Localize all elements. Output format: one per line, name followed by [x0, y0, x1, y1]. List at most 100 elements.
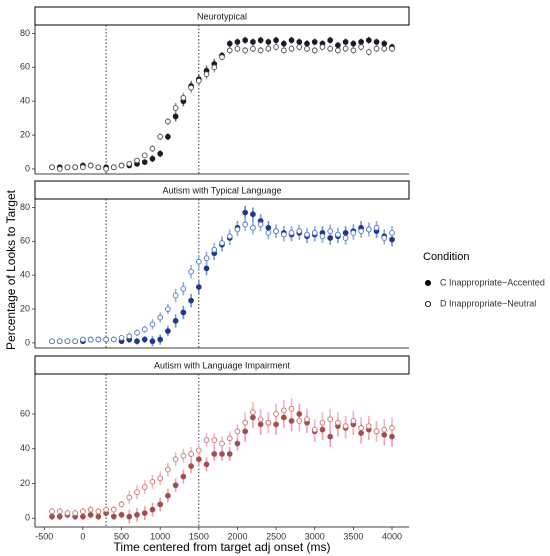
data-point	[126, 160, 133, 167]
data-point	[110, 513, 117, 520]
data-point	[358, 44, 364, 50]
data-point	[157, 133, 164, 140]
legend-marker	[424, 279, 432, 287]
data-point	[250, 211, 256, 218]
data-point	[141, 336, 148, 343]
data-point	[141, 326, 148, 333]
data-point	[250, 409, 256, 416]
data-point	[80, 513, 86, 520]
data-point	[373, 39, 380, 45]
data-point	[80, 336, 86, 343]
data-point	[219, 451, 225, 457]
data-point	[288, 405, 295, 412]
data-point	[134, 157, 140, 164]
data-point	[242, 209, 249, 216]
data-point	[242, 47, 249, 54]
data-point	[327, 45, 334, 52]
data-point	[134, 489, 140, 496]
data-point	[165, 492, 171, 499]
data-point	[180, 309, 187, 316]
data-point	[172, 318, 179, 324]
x-tick-label: 3000	[305, 531, 325, 541]
data-point	[389, 425, 395, 431]
data-point	[56, 513, 63, 520]
data-point	[157, 336, 164, 343]
data-point	[365, 37, 372, 44]
data-point	[203, 437, 210, 443]
data-point	[56, 508, 63, 515]
data-point	[49, 164, 55, 171]
data-point	[288, 418, 295, 424]
x-tick-label: 0	[80, 531, 85, 541]
data-point	[273, 411, 279, 417]
data-point	[280, 407, 287, 414]
strip	[34, 180, 410, 200]
data-point	[195, 78, 202, 84]
data-point	[265, 45, 272, 52]
data-point	[296, 44, 303, 50]
data-point	[280, 231, 287, 238]
data-point	[80, 164, 86, 171]
data-point	[211, 246, 218, 253]
data-point	[265, 39, 272, 45]
data-point	[134, 338, 140, 345]
data-point	[234, 226, 241, 233]
data-point	[219, 440, 225, 447]
data-point	[211, 64, 218, 71]
data-point	[365, 423, 372, 430]
data-point	[165, 118, 171, 125]
data-point	[389, 230, 395, 236]
data-point	[288, 230, 295, 236]
data-point	[358, 430, 364, 436]
data-point	[304, 416, 310, 423]
data-point	[257, 221, 264, 228]
data-point	[203, 265, 210, 272]
strip-title: Autism with Language Impairment	[154, 360, 291, 370]
data-point	[172, 456, 179, 463]
data-point	[172, 105, 179, 111]
data-point	[288, 45, 295, 52]
data-point	[280, 40, 287, 47]
data-point	[335, 231, 341, 238]
data-point	[319, 44, 326, 50]
data-point	[72, 338, 79, 345]
data-point	[141, 159, 148, 165]
data-point	[373, 45, 380, 52]
data-point	[327, 433, 334, 440]
data-point	[211, 451, 218, 457]
data-point	[64, 338, 71, 345]
data-point	[358, 228, 364, 235]
data-point	[149, 145, 156, 152]
data-point	[350, 40, 357, 47]
data-point	[311, 39, 318, 45]
data-point	[64, 510, 71, 516]
data-point	[87, 336, 94, 343]
data-point	[257, 37, 264, 44]
data-point	[365, 226, 372, 233]
data-point	[219, 240, 225, 246]
data-point	[335, 42, 341, 49]
data-point	[103, 336, 109, 343]
data-point	[358, 39, 364, 45]
data-point	[110, 164, 117, 171]
y-tick-label: 60	[20, 62, 30, 72]
data-point	[296, 418, 303, 424]
data-point	[350, 418, 357, 424]
data-point	[296, 228, 303, 235]
data-point	[95, 336, 102, 343]
data-point	[342, 45, 349, 52]
data-point	[103, 166, 109, 172]
data-point	[226, 233, 233, 240]
data-point	[195, 258, 202, 265]
data-point	[389, 45, 395, 52]
data-point	[165, 133, 171, 140]
data-point	[157, 314, 164, 321]
y-tick-label: 80	[20, 28, 30, 38]
y-tick-label: 60	[20, 236, 30, 246]
data-point	[211, 437, 218, 443]
data-point	[195, 447, 202, 454]
data-point	[110, 336, 117, 343]
data-point	[118, 162, 125, 169]
data-point	[280, 47, 287, 54]
data-point	[242, 428, 249, 435]
